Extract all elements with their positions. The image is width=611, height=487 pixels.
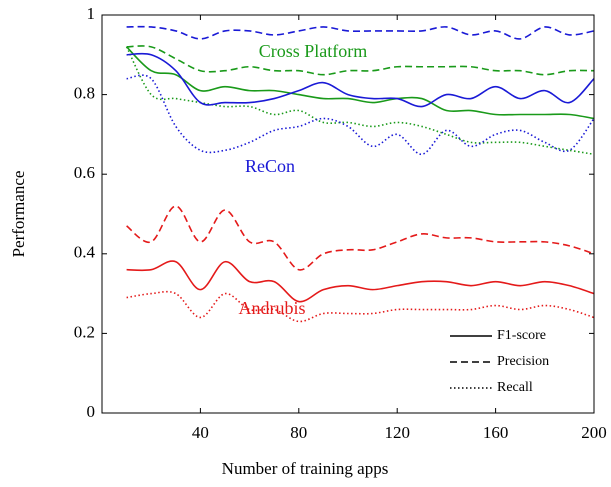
x-tick-label: 80	[290, 423, 307, 442]
series-line	[126, 25, 595, 40]
legend-label: Recall	[497, 380, 533, 395]
legend-label: F1-score	[497, 328, 546, 343]
method-label: Cross Platform	[259, 41, 368, 61]
y-tick-label: 1	[87, 4, 96, 23]
series-line	[126, 45, 595, 76]
x-tick-label: 120	[384, 423, 410, 442]
series-line	[126, 260, 595, 303]
y-tick-label: 0.4	[74, 243, 96, 262]
x-tick-label: 40	[192, 423, 209, 442]
legend-label: Precision	[497, 354, 549, 369]
series-line	[126, 205, 595, 271]
series-line	[126, 290, 595, 323]
series-line	[126, 74, 595, 156]
x-axis-label: Number of training apps	[222, 459, 389, 478]
series-line	[126, 52, 595, 108]
y-tick-label: 0	[87, 402, 96, 421]
x-tick-label: 160	[483, 423, 509, 442]
method-label: ReCon	[245, 156, 295, 176]
series-line	[126, 46, 595, 120]
plot-frame	[101, 14, 595, 414]
y-tick-label: 0.6	[74, 163, 95, 182]
y-axis-label: Performance	[9, 171, 28, 258]
x-tick-label: 200	[581, 423, 607, 442]
y-tick-label: 0.2	[74, 322, 95, 341]
y-tick-label: 0.8	[74, 84, 95, 103]
method-label: Andrubis	[239, 298, 306, 318]
